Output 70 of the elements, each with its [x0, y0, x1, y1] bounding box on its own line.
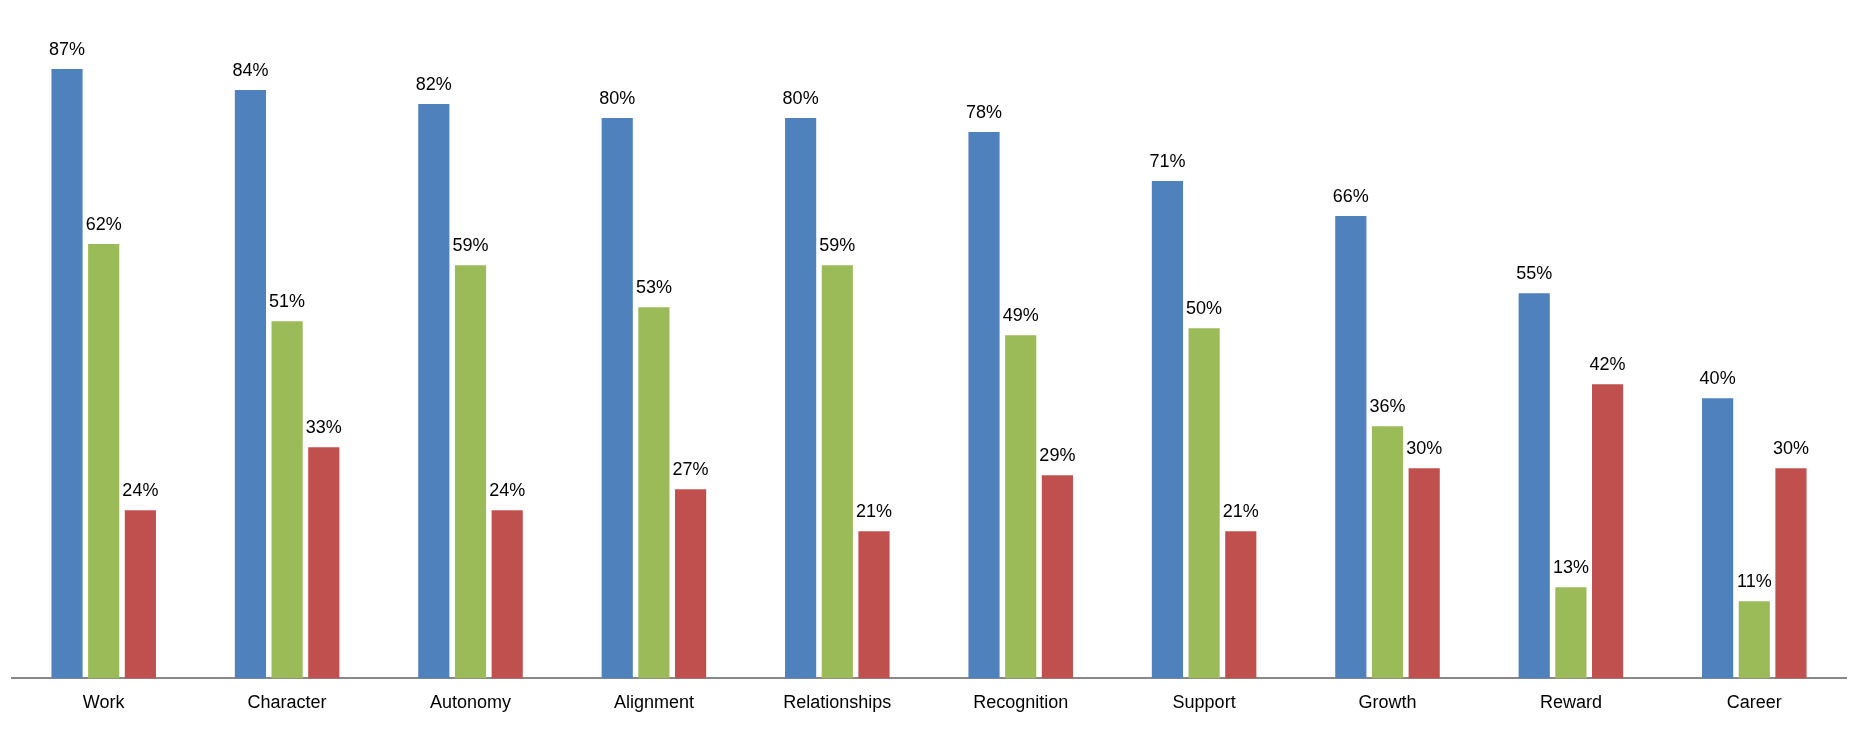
bar: [418, 104, 450, 679]
data-label: 80%: [782, 88, 819, 109]
data-label: 84%: [232, 60, 269, 80]
data-label: 82%: [415, 74, 452, 94]
data-label: 59%: [452, 235, 489, 256]
x-tick-label: Character: [247, 692, 327, 713]
data-label: 62%: [85, 214, 122, 235]
bar: [234, 90, 267, 679]
x-tick-label: Recognition: [973, 692, 1069, 713]
bar: [1188, 328, 1220, 679]
bar: [1225, 531, 1257, 679]
data-label: 87%: [49, 38, 86, 59]
data-label: 24%: [122, 480, 159, 501]
x-tick-label: Growth: [1358, 692, 1417, 713]
bar: [1555, 587, 1587, 679]
bar: [124, 510, 156, 679]
data-label: 30%: [1406, 438, 1443, 459]
bar: [968, 132, 1000, 679]
data-label: 27%: [672, 459, 709, 480]
bar: [1591, 384, 1624, 679]
data-label: 50%: [1186, 298, 1223, 319]
data-label: 21%: [855, 501, 892, 522]
x-tick-label: Relationships: [783, 692, 892, 713]
data-label: 42%: [1589, 354, 1626, 375]
data-label: 33%: [305, 417, 342, 438]
bar: [1738, 601, 1770, 679]
x-tick-label: Work: [82, 692, 126, 713]
data-label: 30%: [1772, 438, 1809, 459]
data-label: 66%: [1332, 186, 1369, 207]
data-label: 49%: [1002, 305, 1039, 326]
bar: [491, 510, 523, 679]
bar: [454, 265, 487, 679]
bar: [1335, 216, 1367, 679]
bar: [88, 244, 120, 679]
data-label: 80%: [599, 88, 636, 109]
bar: [821, 265, 853, 679]
data-label: 53%: [635, 277, 672, 298]
data-label: 51%: [269, 291, 306, 312]
bar: [1151, 181, 1184, 679]
data-label: 71%: [1149, 151, 1186, 172]
x-tick-label: Support: [1172, 692, 1236, 713]
x-tick-label: Reward: [1539, 692, 1602, 713]
bar: [1005, 335, 1037, 679]
bar: [1702, 398, 1734, 679]
bar: [51, 69, 83, 679]
data-label: 24%: [489, 480, 526, 501]
bar: [638, 307, 670, 679]
data-label: 36%: [1369, 396, 1406, 417]
data-label: 78%: [966, 102, 1003, 123]
bar: [1775, 468, 1807, 679]
bar: [271, 321, 303, 679]
data-label: 11%: [1736, 571, 1772, 592]
data-label: 21%: [1222, 501, 1259, 522]
bar: [1518, 293, 1550, 679]
bar: [308, 447, 340, 679]
data-label: 59%: [819, 235, 856, 256]
bar: [1371, 426, 1404, 679]
data-label: 40%: [1699, 368, 1736, 389]
data-label: 13%: [1552, 557, 1589, 578]
x-tick-label: Career: [1726, 692, 1782, 713]
bar: [858, 531, 890, 679]
bar: [1041, 475, 1073, 679]
bar: [785, 118, 817, 679]
data-label: 29%: [1039, 445, 1076, 466]
bar: [1408, 468, 1440, 679]
data-label: 55%: [1516, 263, 1553, 284]
bar: [674, 489, 707, 679]
x-tick-label: Autonomy: [429, 692, 512, 713]
bar: [601, 118, 633, 679]
x-tick-label: Alignment: [613, 692, 694, 713]
